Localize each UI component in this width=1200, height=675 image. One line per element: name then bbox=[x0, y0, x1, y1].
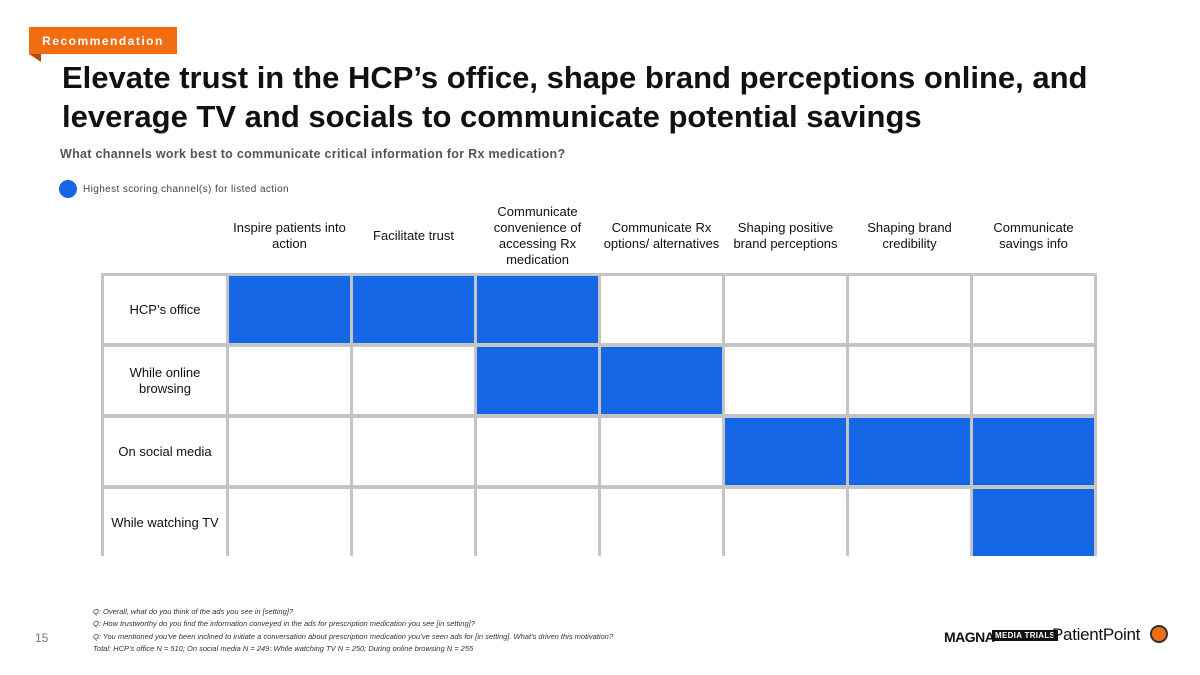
grid-cell bbox=[973, 276, 1094, 343]
column-header: Communicate convenience of accessing Rx … bbox=[493, 204, 582, 267]
media-trials-logo: MEDIA TRIALS bbox=[992, 630, 1059, 641]
grid-cell bbox=[229, 489, 350, 556]
patientpoint-mark-icon bbox=[1150, 625, 1168, 643]
page-number: 15 bbox=[35, 631, 49, 645]
grid-cell bbox=[353, 418, 474, 485]
footnote: Q: You mentioned you’ve been inclined to… bbox=[93, 631, 614, 641]
grid-cell bbox=[353, 347, 474, 414]
grid-cell-highlighted bbox=[973, 418, 1094, 485]
grid-cell bbox=[725, 489, 846, 556]
grid-cell bbox=[849, 276, 970, 343]
grid-cell-highlighted bbox=[353, 276, 474, 343]
grid-cell-highlighted bbox=[973, 489, 1094, 556]
grid-cell bbox=[725, 276, 846, 343]
legend-dot-icon bbox=[59, 180, 77, 198]
grid-cell bbox=[601, 276, 722, 343]
grid-cell-highlighted bbox=[849, 418, 970, 485]
footnote: Q: How trustworthy do you find the infor… bbox=[93, 619, 475, 629]
column-header: Inspire patients into action bbox=[233, 220, 346, 251]
grid-cell bbox=[849, 489, 970, 556]
grid-cell-highlighted bbox=[725, 418, 846, 485]
row-label: On social media bbox=[104, 418, 226, 485]
column-header: Communicate Rx options/ alternatives bbox=[603, 220, 720, 251]
grid-cell bbox=[353, 489, 474, 556]
column-header: Communicate savings info bbox=[993, 220, 1074, 251]
grid-cell bbox=[849, 347, 970, 414]
row-label: While online browsing bbox=[104, 347, 226, 414]
grid-cell-highlighted bbox=[229, 276, 350, 343]
column-header: Facilitate trust bbox=[373, 228, 454, 243]
patientpoint-logo: PatientPoint bbox=[1052, 625, 1141, 644]
slide-subtitle: What channels work best to communicate c… bbox=[60, 147, 566, 161]
grid-cell bbox=[601, 418, 722, 485]
grid-cell-highlighted bbox=[477, 276, 598, 343]
grid-cell-highlighted bbox=[477, 347, 598, 414]
recommendation-tag: Recommendation bbox=[29, 27, 177, 54]
column-header: Shaping brand credibility bbox=[867, 220, 952, 251]
row-label: HCP’s office bbox=[104, 276, 226, 343]
grid-cell bbox=[601, 489, 722, 556]
legend-text: Highest scoring channel(s) for listed ac… bbox=[83, 183, 290, 195]
legend: Highest scoring channel(s) for listed ac… bbox=[59, 180, 289, 198]
grid-cell bbox=[725, 347, 846, 414]
grid-cell bbox=[229, 347, 350, 414]
magna-logo: MAGNA bbox=[944, 629, 995, 645]
footnote: Total: HCP’s office N = 510; On social m… bbox=[93, 643, 474, 653]
slide-title: Elevate trust in the HCP’s office, shape… bbox=[62, 60, 1088, 134]
tag-fold bbox=[29, 54, 41, 62]
channel-grid: HCP’s office While online browsing On soci… bbox=[101, 273, 1097, 556]
row-label: While watching TV bbox=[104, 489, 226, 556]
grid-cell bbox=[477, 489, 598, 556]
grid-cell bbox=[973, 347, 1094, 414]
column-header: Shaping positive brand perceptions bbox=[733, 220, 838, 251]
grid-cell-highlighted bbox=[601, 347, 722, 414]
grid-cell bbox=[477, 418, 598, 485]
footnotes: Q: Overall, what do you think of the ads… bbox=[93, 606, 613, 655]
footnote: Q: Overall, what do you think of the ads… bbox=[93, 607, 294, 616]
grid-cell bbox=[229, 418, 350, 485]
